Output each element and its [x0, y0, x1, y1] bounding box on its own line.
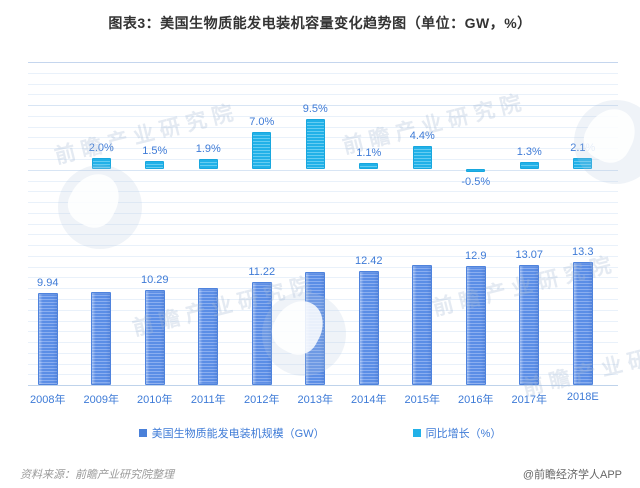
gridline: [28, 115, 618, 117]
capacity-value-label: 9.94: [37, 277, 59, 290]
gridline: [28, 223, 618, 225]
x-axis-label: 2017年: [511, 394, 547, 406]
growth-bar: [573, 157, 593, 169]
capacity-value-label: 10.29: [140, 274, 169, 287]
growth-bar: [198, 158, 218, 169]
capacity-bar: [91, 291, 112, 385]
x-axis-label: 2010年: [137, 394, 173, 406]
x-axis-line: [28, 385, 618, 386]
growth-bar: [359, 163, 379, 169]
legend-swatch-icon: [412, 429, 421, 437]
gridline: [28, 255, 618, 257]
x-axis-label: 2013年: [297, 394, 333, 406]
legend-swatch-icon: [138, 429, 147, 437]
growth-bar: [252, 131, 272, 169]
capacity-bar: [37, 293, 58, 385]
chart-plot-area: 9.94 2008年 2.0% 2009年 10.29 1.5% 2010年 1.9% 2011…: [28, 62, 618, 406]
gridline: [28, 169, 618, 171]
capacity-bar: [198, 288, 219, 385]
capacity-bar: [519, 264, 540, 385]
x-axis-label: 2011年: [190, 394, 226, 406]
growth-value-label: 1.9%: [195, 142, 221, 155]
growth-value-label: 2.1%: [570, 141, 596, 154]
x-axis-label: 2016年: [458, 394, 494, 406]
capacity-value-label: 12.42: [354, 254, 383, 267]
legend: 美国生物质能发电装机规模（GW） 同比增长（%）: [0, 425, 640, 441]
x-axis-label: 2018E: [566, 391, 599, 403]
growth-bar: [91, 158, 111, 169]
growth-bar: [466, 169, 486, 172]
growth-bar: [145, 161, 165, 169]
x-axis-label: 2012年: [244, 394, 280, 406]
gridline: [28, 266, 618, 268]
x-axis-label: 2008年: [30, 394, 66, 406]
capacity-bar: [465, 266, 486, 385]
capacity-bar: [144, 290, 165, 385]
growth-value-label: 1.1%: [356, 147, 382, 160]
growth-value-label: 1.3%: [516, 146, 542, 159]
chart-title: 图表3：美国生物质能发电装机容量变化趋势图（单位：GW，%）: [108, 15, 532, 31]
credit-note: @前瞻经济学人APP: [522, 469, 622, 481]
growth-value-label: 2.0%: [88, 142, 114, 155]
growth-value-label: 9.5%: [302, 102, 328, 115]
gridline: [28, 212, 618, 214]
gridline: [28, 105, 618, 107]
growth-value-label: 7.0%: [249, 115, 275, 128]
growth-bar: [305, 118, 325, 170]
source-note: 资料来源：前瞻产业研究院整理: [20, 469, 174, 481]
gridline: [28, 180, 618, 182]
x-axis-label: 2014年: [351, 394, 387, 406]
capacity-value-label: 11.22: [248, 265, 276, 278]
growth-bar: [412, 145, 432, 169]
growth-value-label: 1.5%: [142, 145, 168, 158]
growth-value-label: 4.4%: [409, 129, 435, 142]
capacity-value-label: 13.07: [515, 248, 544, 261]
plot-top-border: [28, 62, 618, 63]
capacity-value-label: 12.9: [465, 250, 487, 263]
legend-label: 同比增长（%）: [425, 428, 502, 440]
growth-bar: [519, 162, 539, 169]
x-axis-label: 2015年: [404, 394, 440, 406]
x-axis-label: 2009年: [83, 394, 119, 406]
capacity-bar: [251, 281, 272, 385]
capacity-value-label: 13.3: [572, 246, 594, 259]
legend-item-1: 同比增长（%）: [412, 425, 502, 441]
gridline: [28, 191, 618, 193]
gridline: [28, 83, 618, 85]
growth-value-label: -0.5%: [461, 175, 491, 188]
capacity-bar: [305, 271, 326, 385]
gridline: [28, 245, 618, 247]
capacity-bar: [412, 265, 433, 385]
capacity-bar: [572, 262, 593, 385]
legend-item-0: 美国生物质能发电装机规模（GW）: [138, 425, 325, 441]
gridline: [28, 234, 618, 236]
legend-label: 美国生物质能发电装机规模（GW）: [151, 428, 325, 440]
gridline: [28, 94, 618, 96]
gridline: [28, 202, 618, 203]
capacity-bar: [358, 270, 379, 385]
gridline: [28, 72, 618, 74]
